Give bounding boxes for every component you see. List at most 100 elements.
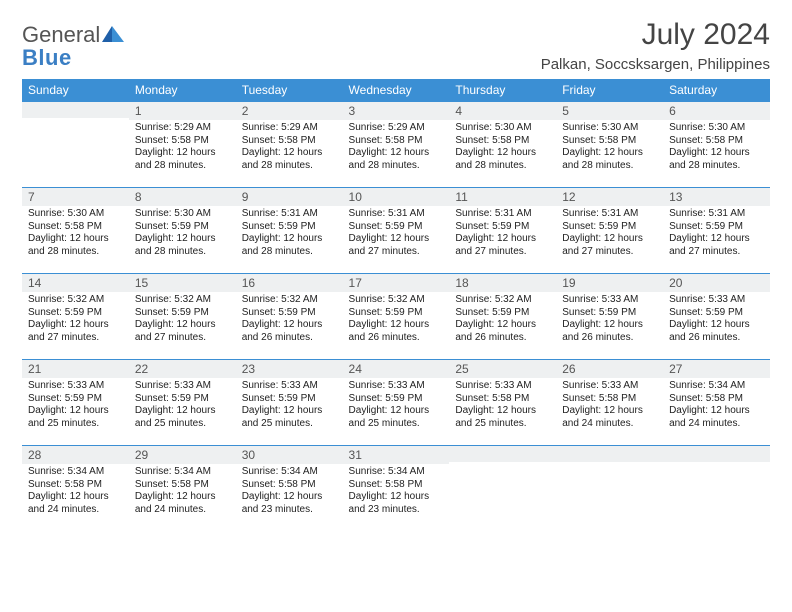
calendar-cell: 25Sunrise: 5:33 AMSunset: 5:58 PMDayligh… bbox=[449, 360, 556, 446]
day-content: Sunrise: 5:31 AMSunset: 5:59 PMDaylight:… bbox=[556, 206, 663, 264]
calendar-cell: 17Sunrise: 5:32 AMSunset: 5:59 PMDayligh… bbox=[343, 274, 450, 360]
page-header: General Blue July 2024 Palkan, Soccsksar… bbox=[22, 18, 770, 73]
calendar-row: 1 Sunrise: 5:29 AMSunset: 5:58 PMDaylight… bbox=[22, 102, 770, 188]
day-content: Sunrise: 5:34 AMSunset: 5:58 PMDaylight:… bbox=[343, 464, 450, 522]
calendar-cell: 22Sunrise: 5:33 AMSunset: 5:59 PMDayligh… bbox=[129, 360, 236, 446]
calendar-table: SundayMondayTuesdayWednesdayThursdayFrid… bbox=[22, 79, 770, 532]
day-content: Sunrise: 5:33 AMSunset: 5:58 PMDaylight:… bbox=[556, 378, 663, 436]
calendar-cell: 30Sunrise: 5:34 AMSunset: 5:58 PMDayligh… bbox=[236, 446, 343, 532]
day-content: Sunrise: 5:33 AMSunset: 5:59 PMDaylight:… bbox=[22, 378, 129, 436]
calendar-cell: 29Sunrise: 5:34 AMSunset: 5:58 PMDayligh… bbox=[129, 446, 236, 532]
calendar-cell: 9Sunrise: 5:31 AMSunset: 5:59 PMDaylight… bbox=[236, 188, 343, 274]
day-number: 16 bbox=[236, 274, 343, 292]
weekday-header: Sunday bbox=[22, 79, 129, 102]
day-number: 21 bbox=[22, 360, 129, 378]
day-content: Sunrise: 5:34 AMSunset: 5:58 PMDaylight:… bbox=[22, 464, 129, 522]
day-content: Sunrise: 5:31 AMSunset: 5:59 PMDaylight:… bbox=[343, 206, 450, 264]
calendar-cell: 21Sunrise: 5:33 AMSunset: 5:59 PMDayligh… bbox=[22, 360, 129, 446]
title-block: July 2024 Palkan, Soccsksargen, Philippi… bbox=[541, 18, 770, 73]
calendar-cell: 7Sunrise: 5:30 AMSunset: 5:58 PMDaylight… bbox=[22, 188, 129, 274]
calendar-row: 14Sunrise: 5:32 AMSunset: 5:59 PMDayligh… bbox=[22, 274, 770, 360]
calendar-cell: 8Sunrise: 5:30 AMSunset: 5:59 PMDaylight… bbox=[129, 188, 236, 274]
day-number: 18 bbox=[449, 274, 556, 292]
day-number: 11 bbox=[449, 188, 556, 206]
calendar-cell bbox=[22, 102, 129, 188]
day-content: Sunrise: 5:33 AMSunset: 5:58 PMDaylight:… bbox=[449, 378, 556, 436]
day-content: Sunrise: 5:30 AMSunset: 5:59 PMDaylight:… bbox=[129, 206, 236, 264]
day-content: Sunrise: 5:30 AMSunset: 5:58 PMDaylight:… bbox=[449, 120, 556, 178]
day-number bbox=[663, 446, 770, 462]
calendar-cell: 5Sunrise: 5:30 AMSunset: 5:58 PMDaylight… bbox=[556, 102, 663, 188]
calendar-row: 28Sunrise: 5:34 AMSunset: 5:58 PMDayligh… bbox=[22, 446, 770, 532]
calendar-cell: 23Sunrise: 5:33 AMSunset: 5:59 PMDayligh… bbox=[236, 360, 343, 446]
day-number: 9 bbox=[236, 188, 343, 206]
calendar-cell: 28Sunrise: 5:34 AMSunset: 5:58 PMDayligh… bbox=[22, 446, 129, 532]
day-content: Sunrise: 5:30 AMSunset: 5:58 PMDaylight:… bbox=[22, 206, 129, 264]
brand-logo: General Blue bbox=[22, 18, 124, 69]
day-number: 30 bbox=[236, 446, 343, 464]
day-number: 5 bbox=[556, 102, 663, 120]
calendar-cell bbox=[556, 446, 663, 532]
weekday-header: Monday bbox=[129, 79, 236, 102]
day-content: Sunrise: 5:32 AMSunset: 5:59 PMDaylight:… bbox=[343, 292, 450, 350]
day-number: 19 bbox=[556, 274, 663, 292]
location-text: Palkan, Soccsksargen, Philippines bbox=[541, 56, 770, 73]
day-number: 31 bbox=[343, 446, 450, 464]
calendar-cell: 31Sunrise: 5:34 AMSunset: 5:58 PMDayligh… bbox=[343, 446, 450, 532]
day-content: Sunrise: 5:34 AMSunset: 5:58 PMDaylight:… bbox=[129, 464, 236, 522]
calendar-cell: 24Sunrise: 5:33 AMSunset: 5:59 PMDayligh… bbox=[343, 360, 450, 446]
day-number: 29 bbox=[129, 446, 236, 464]
day-number: 10 bbox=[343, 188, 450, 206]
day-content bbox=[449, 462, 556, 470]
day-number bbox=[556, 446, 663, 462]
day-number: 8 bbox=[129, 188, 236, 206]
day-number: 15 bbox=[129, 274, 236, 292]
day-number: 4 bbox=[449, 102, 556, 120]
day-number: 14 bbox=[22, 274, 129, 292]
day-content: Sunrise: 5:34 AMSunset: 5:58 PMDaylight:… bbox=[236, 464, 343, 522]
calendar-row: 21Sunrise: 5:33 AMSunset: 5:59 PMDayligh… bbox=[22, 360, 770, 446]
calendar-cell: 11Sunrise: 5:31 AMSunset: 5:59 PMDayligh… bbox=[449, 188, 556, 274]
day-number: 12 bbox=[556, 188, 663, 206]
day-number: 2 bbox=[236, 102, 343, 120]
calendar-cell: 15Sunrise: 5:32 AMSunset: 5:59 PMDayligh… bbox=[129, 274, 236, 360]
day-content: Sunrise: 5:33 AMSunset: 5:59 PMDaylight:… bbox=[556, 292, 663, 350]
day-number: 7 bbox=[22, 188, 129, 206]
calendar-cell: 14Sunrise: 5:32 AMSunset: 5:59 PMDayligh… bbox=[22, 274, 129, 360]
calendar-cell: 27Sunrise: 5:34 AMSunset: 5:58 PMDayligh… bbox=[663, 360, 770, 446]
day-number: 23 bbox=[236, 360, 343, 378]
calendar-cell: 18Sunrise: 5:32 AMSunset: 5:59 PMDayligh… bbox=[449, 274, 556, 360]
day-content: Sunrise: 5:32 AMSunset: 5:59 PMDaylight:… bbox=[236, 292, 343, 350]
brand-word-1: General bbox=[22, 22, 100, 47]
day-number: 17 bbox=[343, 274, 450, 292]
calendar-cell: 20Sunrise: 5:33 AMSunset: 5:59 PMDayligh… bbox=[663, 274, 770, 360]
day-number: 28 bbox=[22, 446, 129, 464]
calendar-cell: 10Sunrise: 5:31 AMSunset: 5:59 PMDayligh… bbox=[343, 188, 450, 274]
calendar-row: 7Sunrise: 5:30 AMSunset: 5:58 PMDaylight… bbox=[22, 188, 770, 274]
day-number: 3 bbox=[343, 102, 450, 120]
calendar-cell: 4Sunrise: 5:30 AMSunset: 5:58 PMDaylight… bbox=[449, 102, 556, 188]
weekday-header-row: SundayMondayTuesdayWednesdayThursdayFrid… bbox=[22, 79, 770, 102]
day-content: Sunrise: 5:33 AMSunset: 5:59 PMDaylight:… bbox=[663, 292, 770, 350]
day-content bbox=[556, 462, 663, 470]
day-number: 27 bbox=[663, 360, 770, 378]
day-content: Sunrise: 5:33 AMSunset: 5:59 PMDaylight:… bbox=[129, 378, 236, 436]
day-number: 20 bbox=[663, 274, 770, 292]
day-content: Sunrise: 5:33 AMSunset: 5:59 PMDaylight:… bbox=[343, 378, 450, 436]
day-number: 6 bbox=[663, 102, 770, 120]
weekday-header: Tuesday bbox=[236, 79, 343, 102]
day-content: Sunrise: 5:32 AMSunset: 5:59 PMDaylight:… bbox=[449, 292, 556, 350]
day-content: Sunrise: 5:29 AMSunset: 5:58 PMDaylight:… bbox=[343, 120, 450, 178]
calendar-cell: 12Sunrise: 5:31 AMSunset: 5:59 PMDayligh… bbox=[556, 188, 663, 274]
day-content bbox=[22, 118, 129, 126]
day-number: 1 bbox=[129, 102, 236, 120]
day-number: 22 bbox=[129, 360, 236, 378]
calendar-cell: 13Sunrise: 5:31 AMSunset: 5:59 PMDayligh… bbox=[663, 188, 770, 274]
calendar-cell: 19Sunrise: 5:33 AMSunset: 5:59 PMDayligh… bbox=[556, 274, 663, 360]
day-content: Sunrise: 5:33 AMSunset: 5:59 PMDaylight:… bbox=[236, 378, 343, 436]
month-title: July 2024 bbox=[541, 18, 770, 52]
day-content: Sunrise: 5:31 AMSunset: 5:59 PMDaylight:… bbox=[449, 206, 556, 264]
calendar-body: 1 Sunrise: 5:29 AMSunset: 5:58 PMDaylight… bbox=[22, 102, 770, 532]
day-content: Sunrise: 5:32 AMSunset: 5:59 PMDaylight:… bbox=[129, 292, 236, 350]
calendar-cell bbox=[663, 446, 770, 532]
